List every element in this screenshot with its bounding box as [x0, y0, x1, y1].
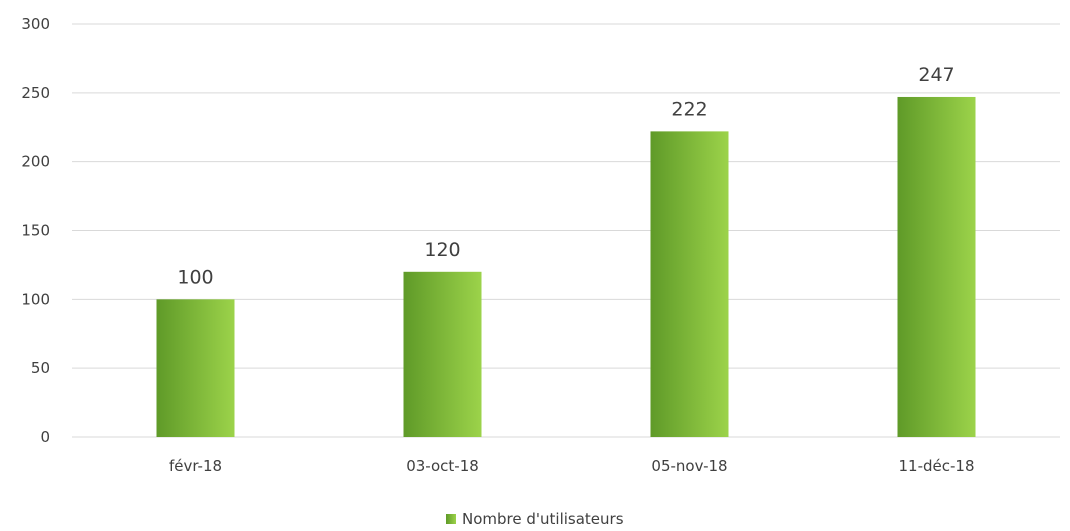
gridlines [72, 23, 1060, 438]
x-tick-label: févr-18 [169, 457, 222, 475]
data-label: 222 [671, 98, 707, 120]
data-labels: 100 120 222 247 [177, 64, 954, 288]
x-tick-label: 11-déc-18 [899, 457, 975, 475]
bar[interactable] [403, 271, 482, 437]
legend-label: Nombre d'utilisateurs [462, 510, 624, 528]
data-label: 247 [918, 64, 954, 86]
data-label: 100 [177, 266, 213, 288]
x-tick-label: 03-oct-18 [406, 457, 479, 475]
bars [156, 96, 976, 438]
legend-swatch [446, 514, 456, 524]
y-tick-label: 200 [21, 153, 50, 171]
data-label: 120 [424, 239, 460, 261]
y-tick-label: 100 [21, 290, 50, 308]
bar[interactable] [156, 299, 235, 437]
y-tick-label: 0 [40, 428, 50, 446]
y-tick-label: 250 [21, 84, 50, 102]
y-tick-label: 150 [21, 222, 50, 240]
y-tick-label: 300 [21, 15, 50, 33]
y-tick-label: 50 [31, 359, 50, 377]
x-axis-ticks: févr-18 03-oct-18 05-nov-18 11-déc-18 [169, 457, 975, 475]
bar[interactable] [650, 131, 729, 437]
x-tick-label: 05-nov-18 [651, 457, 727, 475]
y-axis-ticks: 0 50 100 150 200 250 300 [21, 15, 50, 446]
bar[interactable] [897, 96, 976, 438]
legend[interactable]: Nombre d'utilisateurs [446, 510, 624, 528]
